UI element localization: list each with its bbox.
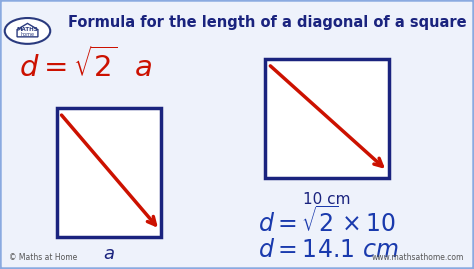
Text: © Maths at Home: © Maths at Home: [9, 253, 78, 262]
Circle shape: [5, 18, 50, 44]
Text: $d = \sqrt{2}\ \ a$: $d = \sqrt{2}\ \ a$: [19, 47, 153, 83]
Text: home: home: [20, 32, 35, 37]
Text: $d = 14.1\ \mathit{cm}$: $d = 14.1\ \mathit{cm}$: [258, 239, 399, 262]
Bar: [57, 108, 161, 237]
Text: Formula for the length of a diagonal of a square: Formula for the length of a diagonal of …: [69, 15, 467, 30]
Text: $a$: $a$: [103, 245, 115, 263]
Text: 10 cm: 10 cm: [303, 192, 351, 207]
Text: MATHS: MATHS: [17, 27, 38, 32]
Text: $d = \sqrt{2} \times 10$: $d = \sqrt{2} \times 10$: [258, 207, 396, 237]
Text: www.mathsathome.com: www.mathsathome.com: [372, 253, 465, 262]
Bar: [265, 59, 389, 178]
